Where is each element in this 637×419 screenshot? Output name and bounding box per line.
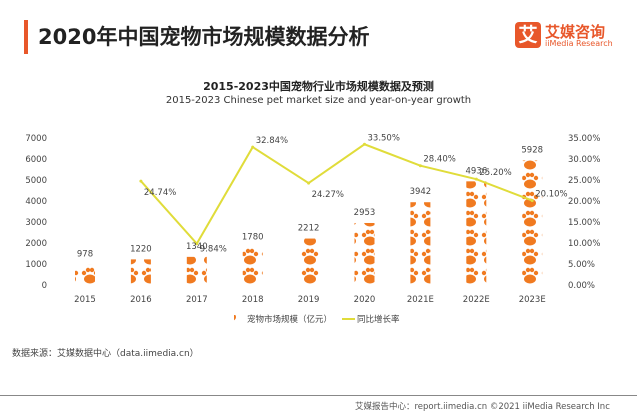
- bar-2020: [354, 222, 375, 285]
- bar-value-label: 2953: [354, 208, 376, 218]
- bar-2022E: [466, 181, 487, 285]
- data-source: 数据来源：艾媒数据中心（data.iimedia.cn）: [12, 349, 199, 359]
- growth-value-label: 24.74%: [144, 188, 176, 198]
- y-right-tick-label: 30.00%: [568, 155, 600, 165]
- logo-text-en: iiMedia Research: [545, 39, 613, 48]
- growth-value-label: 9.84%: [200, 245, 227, 255]
- bar-2015: [75, 264, 95, 285]
- logo-text-cn: 艾媒咨询: [545, 23, 606, 41]
- growth-point: [474, 177, 478, 181]
- y-left-tick-label: 4000: [25, 197, 47, 207]
- growth-value-label: 32.84%: [256, 136, 288, 146]
- bar-2016: [130, 259, 151, 285]
- y-right-tick-label: 25.00%: [568, 176, 600, 186]
- bar-value-label: 978: [77, 249, 93, 259]
- x-tick-label: 2022E: [463, 295, 490, 305]
- growth-point: [530, 199, 534, 203]
- y-right-tick-label: 10.00%: [568, 239, 600, 249]
- y-right-tick-label: 20.00%: [568, 197, 600, 207]
- y-left-tick-label: 5000: [25, 176, 47, 186]
- x-tick-label: 2017: [186, 295, 208, 305]
- bar-value-label: 1220: [130, 244, 152, 254]
- bar-value-label: 1340: [186, 242, 208, 252]
- legend-bar-swatch: [234, 315, 244, 322]
- bar-value-label: 5928: [521, 146, 543, 156]
- x-tick-label: 2021E: [407, 295, 434, 305]
- growth-value-label: 25.20%: [479, 168, 511, 178]
- bar-2023E: [522, 160, 543, 285]
- y-left-tick-label: 7000: [25, 134, 47, 144]
- growth-line: [140, 143, 533, 246]
- growth-point: [307, 181, 311, 185]
- growth-point: [195, 242, 199, 246]
- x-tick-label: 2016: [130, 295, 152, 305]
- y-left-tick-label: 3000: [25, 218, 47, 228]
- y-right-tick-label: 15.00%: [568, 218, 600, 228]
- logo-mark: 艾: [515, 22, 541, 48]
- y-left-tick-label: 1000: [25, 260, 47, 270]
- y-right-tick-label: 5.00%: [568, 260, 595, 270]
- growth-point: [418, 164, 422, 168]
- bar-value-label: 1780: [242, 233, 264, 243]
- growth-value-label: 20.10%: [535, 190, 567, 200]
- y-right-tick-label: 0.00%: [568, 281, 595, 291]
- y-left-tick-label: 2000: [25, 239, 47, 249]
- bar-value-label: 2212: [298, 224, 320, 234]
- x-tick-label: 2023E: [519, 295, 546, 305]
- x-tick-label: 2018: [242, 295, 264, 305]
- bar-value-label: 3942: [410, 187, 432, 197]
- bar-2019: [298, 238, 319, 285]
- title-accent-bar: [24, 20, 28, 54]
- growth-point: [363, 142, 366, 146]
- footer-copyright: 艾媒报告中心：report.iimedia.cn ©2021 iiMedia R…: [355, 402, 610, 412]
- legend-bar-label: 宠物市场规模（亿元）: [247, 314, 332, 325]
- chart-title: 2015-2023中国宠物行业市场规模数据及预测: [203, 80, 434, 93]
- x-tick-label: 2020: [354, 295, 376, 305]
- growth-point: [251, 145, 255, 149]
- divider: [0, 395, 637, 396]
- y-left-tick-label: 6000: [25, 155, 47, 165]
- y-left-tick-label: 0: [42, 281, 47, 291]
- growth-point: [139, 179, 143, 183]
- x-tick-label: 2015: [74, 295, 96, 305]
- y-right-tick-label: 35.00%: [568, 134, 600, 144]
- chart-subtitle: 2015-2023 Chinese pet market size and ye…: [165, 95, 472, 106]
- page-title: 2020年中国宠物市场规模数据分析: [38, 25, 370, 49]
- bar-2017: [186, 256, 207, 285]
- chart: 0 1000 2000 3000 4000 5000 6000 7000 0.00% 5.00% 1…: [25, 133, 600, 325]
- legend-line-label: 同比增长率: [357, 314, 400, 325]
- growth-value-label: 28.40%: [423, 155, 455, 165]
- bar-value-label: 4936: [465, 166, 487, 176]
- x-tick-label: 2019: [298, 295, 320, 305]
- bar-2021E: [410, 202, 431, 285]
- growth-value-label: 33.50%: [368, 133, 400, 143]
- growth-value-label: 24.27%: [312, 190, 344, 200]
- bar-2018: [242, 247, 263, 285]
